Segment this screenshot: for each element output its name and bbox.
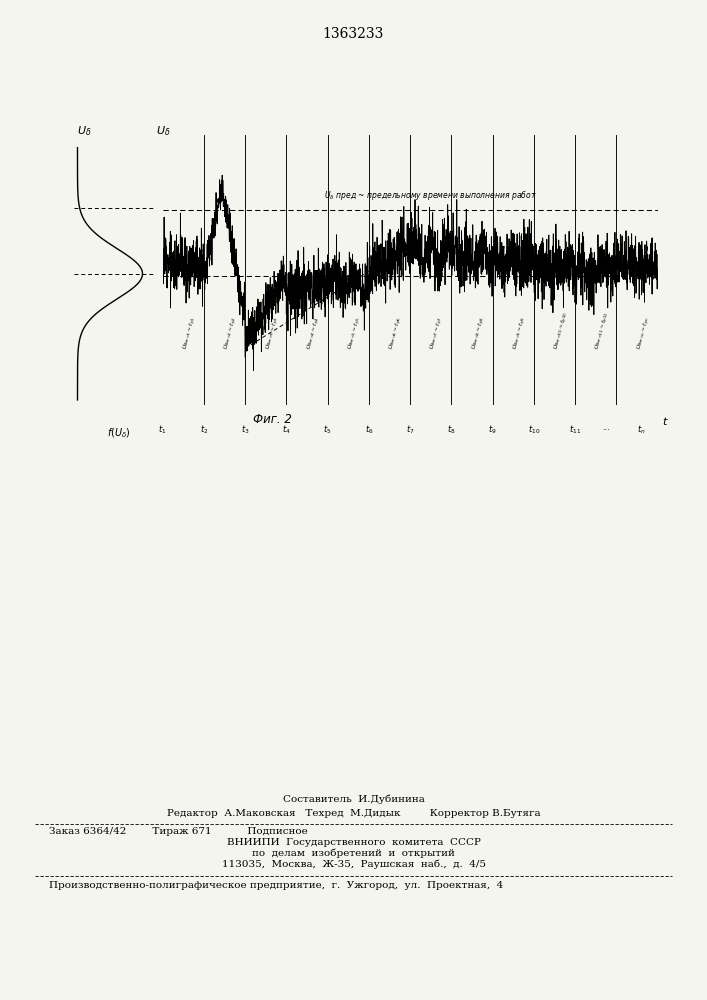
Text: Редактор  А.Маковская   Техред  М.Дидык         Корректор В.Бутяга: Редактор А.Маковская Техред М.Дидык Корр…: [167, 809, 540, 818]
Text: $f(U_\delta)$: $f(U_\delta)$: [107, 427, 131, 440]
Text: $U_{\delta мгн9}{\sim}t_{р9}$: $U_{\delta мгн9}{\sim}t_{р9}$: [511, 316, 530, 351]
Text: ...: ...: [602, 423, 610, 432]
Text: $t_{10}$: $t_{10}$: [527, 423, 540, 436]
Text: $t_8$: $t_8$: [447, 423, 455, 436]
Text: Производственно-полиграфическое предприятие,  г.  Ужгород,  ул.  Проектная,  4: Производственно-полиграфическое предприя…: [49, 881, 504, 890]
Text: $t_5$: $t_5$: [323, 423, 332, 436]
Text: $t_7$: $t_7$: [406, 423, 414, 436]
Text: $t_2$: $t_2$: [199, 423, 208, 436]
Text: $U_{\delta мгн5}{\sim}t_{р5}$: $U_{\delta мгн5}{\sim}t_{р5}$: [346, 316, 365, 351]
Text: $U_{\delta мгн7}{\sim}t_{р7}$: $U_{\delta мгн7}{\sim}t_{р7}$: [428, 316, 448, 351]
Text: $t_{11}$: $t_{11}$: [569, 423, 581, 436]
Text: $U_{\delta мгн3}{\sim}t_{р3}$: $U_{\delta мгн3}{\sim}t_{р3}$: [264, 316, 282, 351]
Text: $t_6$: $t_6$: [365, 423, 373, 436]
Text: $U_{\delta}$ пред ~ предельному времени выполнения работ: $U_{\delta}$ пред ~ предельному времени …: [325, 189, 537, 202]
Text: $U_{\delta мгн10}{\sim}t_{р10}$: $U_{\delta мгн10}{\sim}t_{р10}$: [552, 310, 573, 351]
Text: $U_{\delta мгн2}{\sim}t_{р2}$: $U_{\delta мгн2}{\sim}t_{р2}$: [223, 316, 241, 351]
Text: $U_{\delta мгн1}{\sim}t_{р1}$: $U_{\delta мгн1}{\sim}t_{р1}$: [181, 316, 200, 351]
Text: $U_{\delta мгнn}{\sim}t_{рn}$: $U_{\delta мгнn}{\sim}t_{рn}$: [635, 316, 653, 351]
Text: $U_{\delta мгн6}{\sim}t_{р6}$: $U_{\delta мгн6}{\sim}t_{р6}$: [387, 316, 406, 351]
Text: $t_4$: $t_4$: [282, 423, 291, 436]
Text: 1363233: 1363233: [323, 27, 384, 41]
Text: Составитель  И.Дубинина: Составитель И.Дубинина: [283, 794, 424, 804]
Text: по  делам  изобретений  и  открытий: по делам изобретений и открытий: [252, 848, 455, 858]
Text: $U_{\delta мгн4}{\sim}t_{р4}$: $U_{\delta мгн4}{\sim}t_{р4}$: [305, 316, 324, 351]
Text: $U_\delta$: $U_\delta$: [156, 124, 171, 138]
Text: Фиг. 2: Фиг. 2: [253, 413, 291, 426]
Text: ВНИИПИ  Государственного  комитета  СССР: ВНИИПИ Государственного комитета СССР: [226, 838, 481, 847]
Text: $t$: $t$: [662, 415, 669, 427]
Text: 113035,  Москва,  Ж-35,  Раушская  наб.,  д.  4/5: 113035, Москва, Ж-35, Раушская наб., д. …: [221, 859, 486, 869]
Text: $t_n$: $t_n$: [637, 423, 645, 436]
Text: $t_9$: $t_9$: [489, 423, 497, 436]
Text: $U_\delta$: $U_\delta$: [78, 124, 92, 138]
Text: $U_{\delta мгн8}{\sim}t_{р8}$: $U_{\delta мгн8}{\sim}t_{р8}$: [470, 316, 489, 351]
Text: $t_1$: $t_1$: [158, 423, 167, 436]
Text: $t_3$: $t_3$: [241, 423, 250, 436]
Text: $U_{\delta мгн11}{\sim}t_{р11}$: $U_{\delta мгн11}{\sim}t_{р11}$: [594, 311, 614, 351]
Text: Заказ 6364/42        Тираж 671           Подписное: Заказ 6364/42 Тираж 671 Подписное: [49, 827, 308, 836]
